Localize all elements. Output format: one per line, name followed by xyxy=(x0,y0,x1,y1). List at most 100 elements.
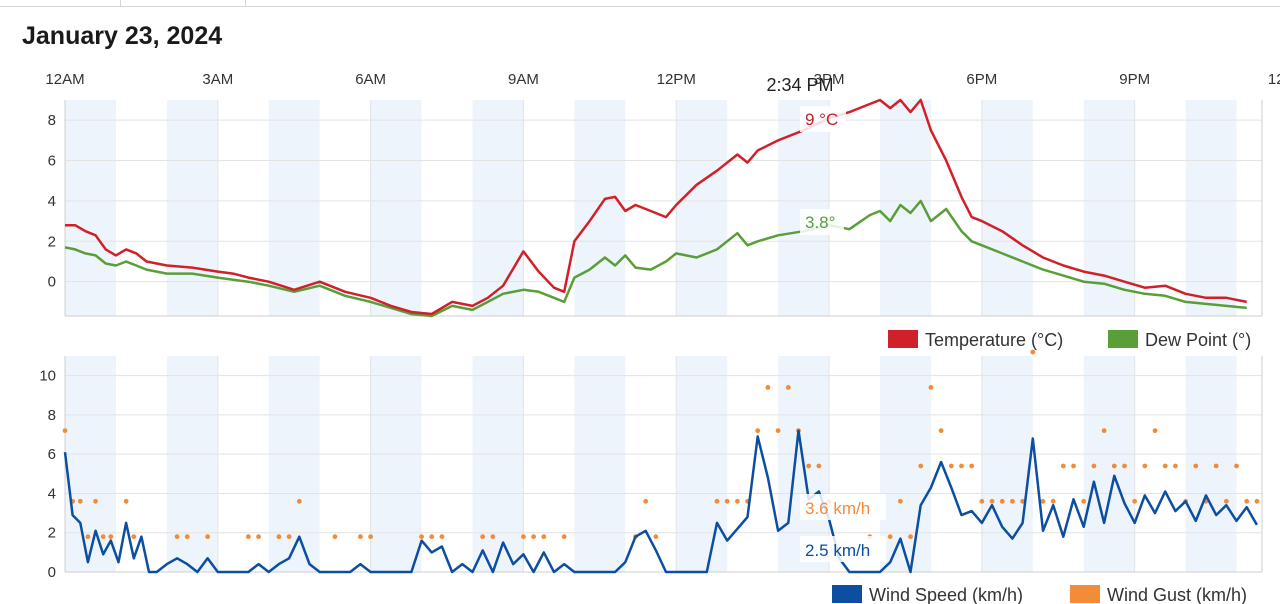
wind-gust-point xyxy=(969,463,975,469)
hour-band xyxy=(676,356,728,572)
hour-band xyxy=(268,100,320,316)
x-tick-label: 9PM xyxy=(1119,71,1150,88)
top-tab-strip xyxy=(0,0,1280,7)
tooltip-temperature: 9 °C xyxy=(805,110,838,129)
tooltip-speed-bg xyxy=(800,536,886,562)
wind-legend[interactable]: Wind Speed (km/h) Wind Gust (km/h) xyxy=(832,585,1247,604)
dew-point-line xyxy=(64,199,1247,318)
tooltip-wind-gust: 3.6 km/h xyxy=(805,499,870,518)
wind-gust-point xyxy=(908,534,913,540)
wind-gust-point xyxy=(480,534,486,540)
legend-label-wind-gust[interactable]: Wind Gust (km/h) xyxy=(1107,585,1247,604)
x-tick-label: 6AM xyxy=(355,71,386,88)
x-tick-label: 3AM xyxy=(202,71,233,88)
tooltip-wind-speed: 2.5 km/h xyxy=(805,541,870,560)
wind-gust-point xyxy=(561,534,567,540)
temperature-chart-series xyxy=(64,98,1247,318)
wind-gust-point xyxy=(1111,463,1117,469)
wind-gust-point xyxy=(775,428,781,434)
x-tick-label: 12PM xyxy=(657,71,696,88)
legend-swatch-dew-point[interactable] xyxy=(1108,330,1138,348)
x-tick-label: 12AM xyxy=(45,71,84,88)
hour-band xyxy=(1185,100,1237,316)
wind-gust-point xyxy=(131,534,137,540)
hour-band xyxy=(1185,356,1237,572)
hour-band xyxy=(370,356,422,572)
wind-gust-point xyxy=(1132,498,1138,504)
legend-label-temperature[interactable]: Temperature (°C) xyxy=(925,330,1063,350)
hour-band xyxy=(981,100,1033,316)
wind-gust-point xyxy=(918,463,924,469)
wind-gust-point xyxy=(1010,498,1015,504)
hour-band xyxy=(879,356,931,572)
wind-chart-series xyxy=(62,349,1260,574)
wind-gust-point xyxy=(531,534,537,540)
wind-gust-point xyxy=(429,534,435,540)
wind-gust-point xyxy=(948,463,954,469)
wind-gust-point xyxy=(419,534,424,540)
wind-gust-point xyxy=(439,534,445,540)
wind-gust-point xyxy=(1122,463,1127,469)
x-tick-label: 6PM xyxy=(966,71,997,88)
wind-gust-point xyxy=(1254,498,1260,504)
wind-gust-point xyxy=(653,534,659,540)
wind-y-tick-label: 4 xyxy=(48,485,56,502)
hour-band xyxy=(370,100,422,316)
hour-band xyxy=(166,356,218,572)
legend-swatch-wind-speed[interactable] xyxy=(832,585,862,603)
wind-y-tick-label: 6 xyxy=(48,446,56,463)
wind-gust-point xyxy=(1030,349,1036,355)
temp-y-tick-label: 4 xyxy=(48,193,56,210)
wind-gust-point xyxy=(368,534,374,540)
wind-gust-point xyxy=(959,463,964,469)
hour-band xyxy=(676,100,728,316)
top-tab[interactable] xyxy=(0,0,121,6)
wind-gust-point xyxy=(123,498,129,504)
wind-gust-point xyxy=(1081,498,1087,504)
wind-gust-point xyxy=(714,498,720,504)
wind-gust-point xyxy=(979,498,985,504)
wind-gust-point xyxy=(541,534,547,540)
wind-gust-point xyxy=(643,498,649,504)
hour-band xyxy=(981,356,1033,572)
hour-band xyxy=(268,356,320,572)
wind-gust-point xyxy=(77,498,83,504)
wind-gust-point xyxy=(887,534,893,540)
wind-gust-point xyxy=(724,498,730,504)
wind-gust-point xyxy=(245,534,251,540)
wind-gust-point xyxy=(1020,498,1025,504)
hour-band xyxy=(1083,100,1135,316)
temp-y-tick-label: 6 xyxy=(48,153,56,170)
wind-gust-point xyxy=(256,534,261,540)
hour-band xyxy=(65,356,116,572)
wind-gust-point xyxy=(806,463,812,469)
wind-gust-point xyxy=(1040,498,1046,504)
temp-y-tick-label: 2 xyxy=(48,233,56,250)
wind-gust-point xyxy=(1101,428,1107,434)
temp-legend[interactable]: Temperature (°C) Dew Point (°) xyxy=(888,330,1251,350)
temperature-line xyxy=(65,98,1247,316)
hour-band xyxy=(778,100,830,316)
wind-gust-point xyxy=(1173,463,1178,469)
legend-label-wind-speed[interactable]: Wind Speed (km/h) xyxy=(869,585,1023,604)
wind-gust-point xyxy=(490,534,496,540)
wind-gust-point xyxy=(1213,463,1219,469)
hour-band xyxy=(166,100,218,316)
legend-label-dew-point[interactable]: Dew Point (°) xyxy=(1145,330,1251,350)
legend-swatch-wind-gust[interactable] xyxy=(1070,585,1100,603)
wind-gust-point xyxy=(184,534,190,540)
wind-gust-point xyxy=(1244,498,1250,504)
wind-gust-point xyxy=(93,498,98,504)
wind-gust-point xyxy=(938,428,944,434)
wind-gust-point xyxy=(205,534,211,540)
top-tab[interactable] xyxy=(120,0,246,6)
wind-gust-point xyxy=(174,534,180,540)
legend-swatch-temperature[interactable] xyxy=(888,330,918,348)
wind-gust-point xyxy=(358,534,363,540)
wind-gust-point xyxy=(755,428,761,434)
wind-gust-point xyxy=(62,428,68,434)
wind-gust-point xyxy=(816,463,822,469)
wind-y-axis-ticks: 10 8 6 4 2 0 xyxy=(39,368,56,581)
tooltip-gust-bg xyxy=(800,494,886,520)
